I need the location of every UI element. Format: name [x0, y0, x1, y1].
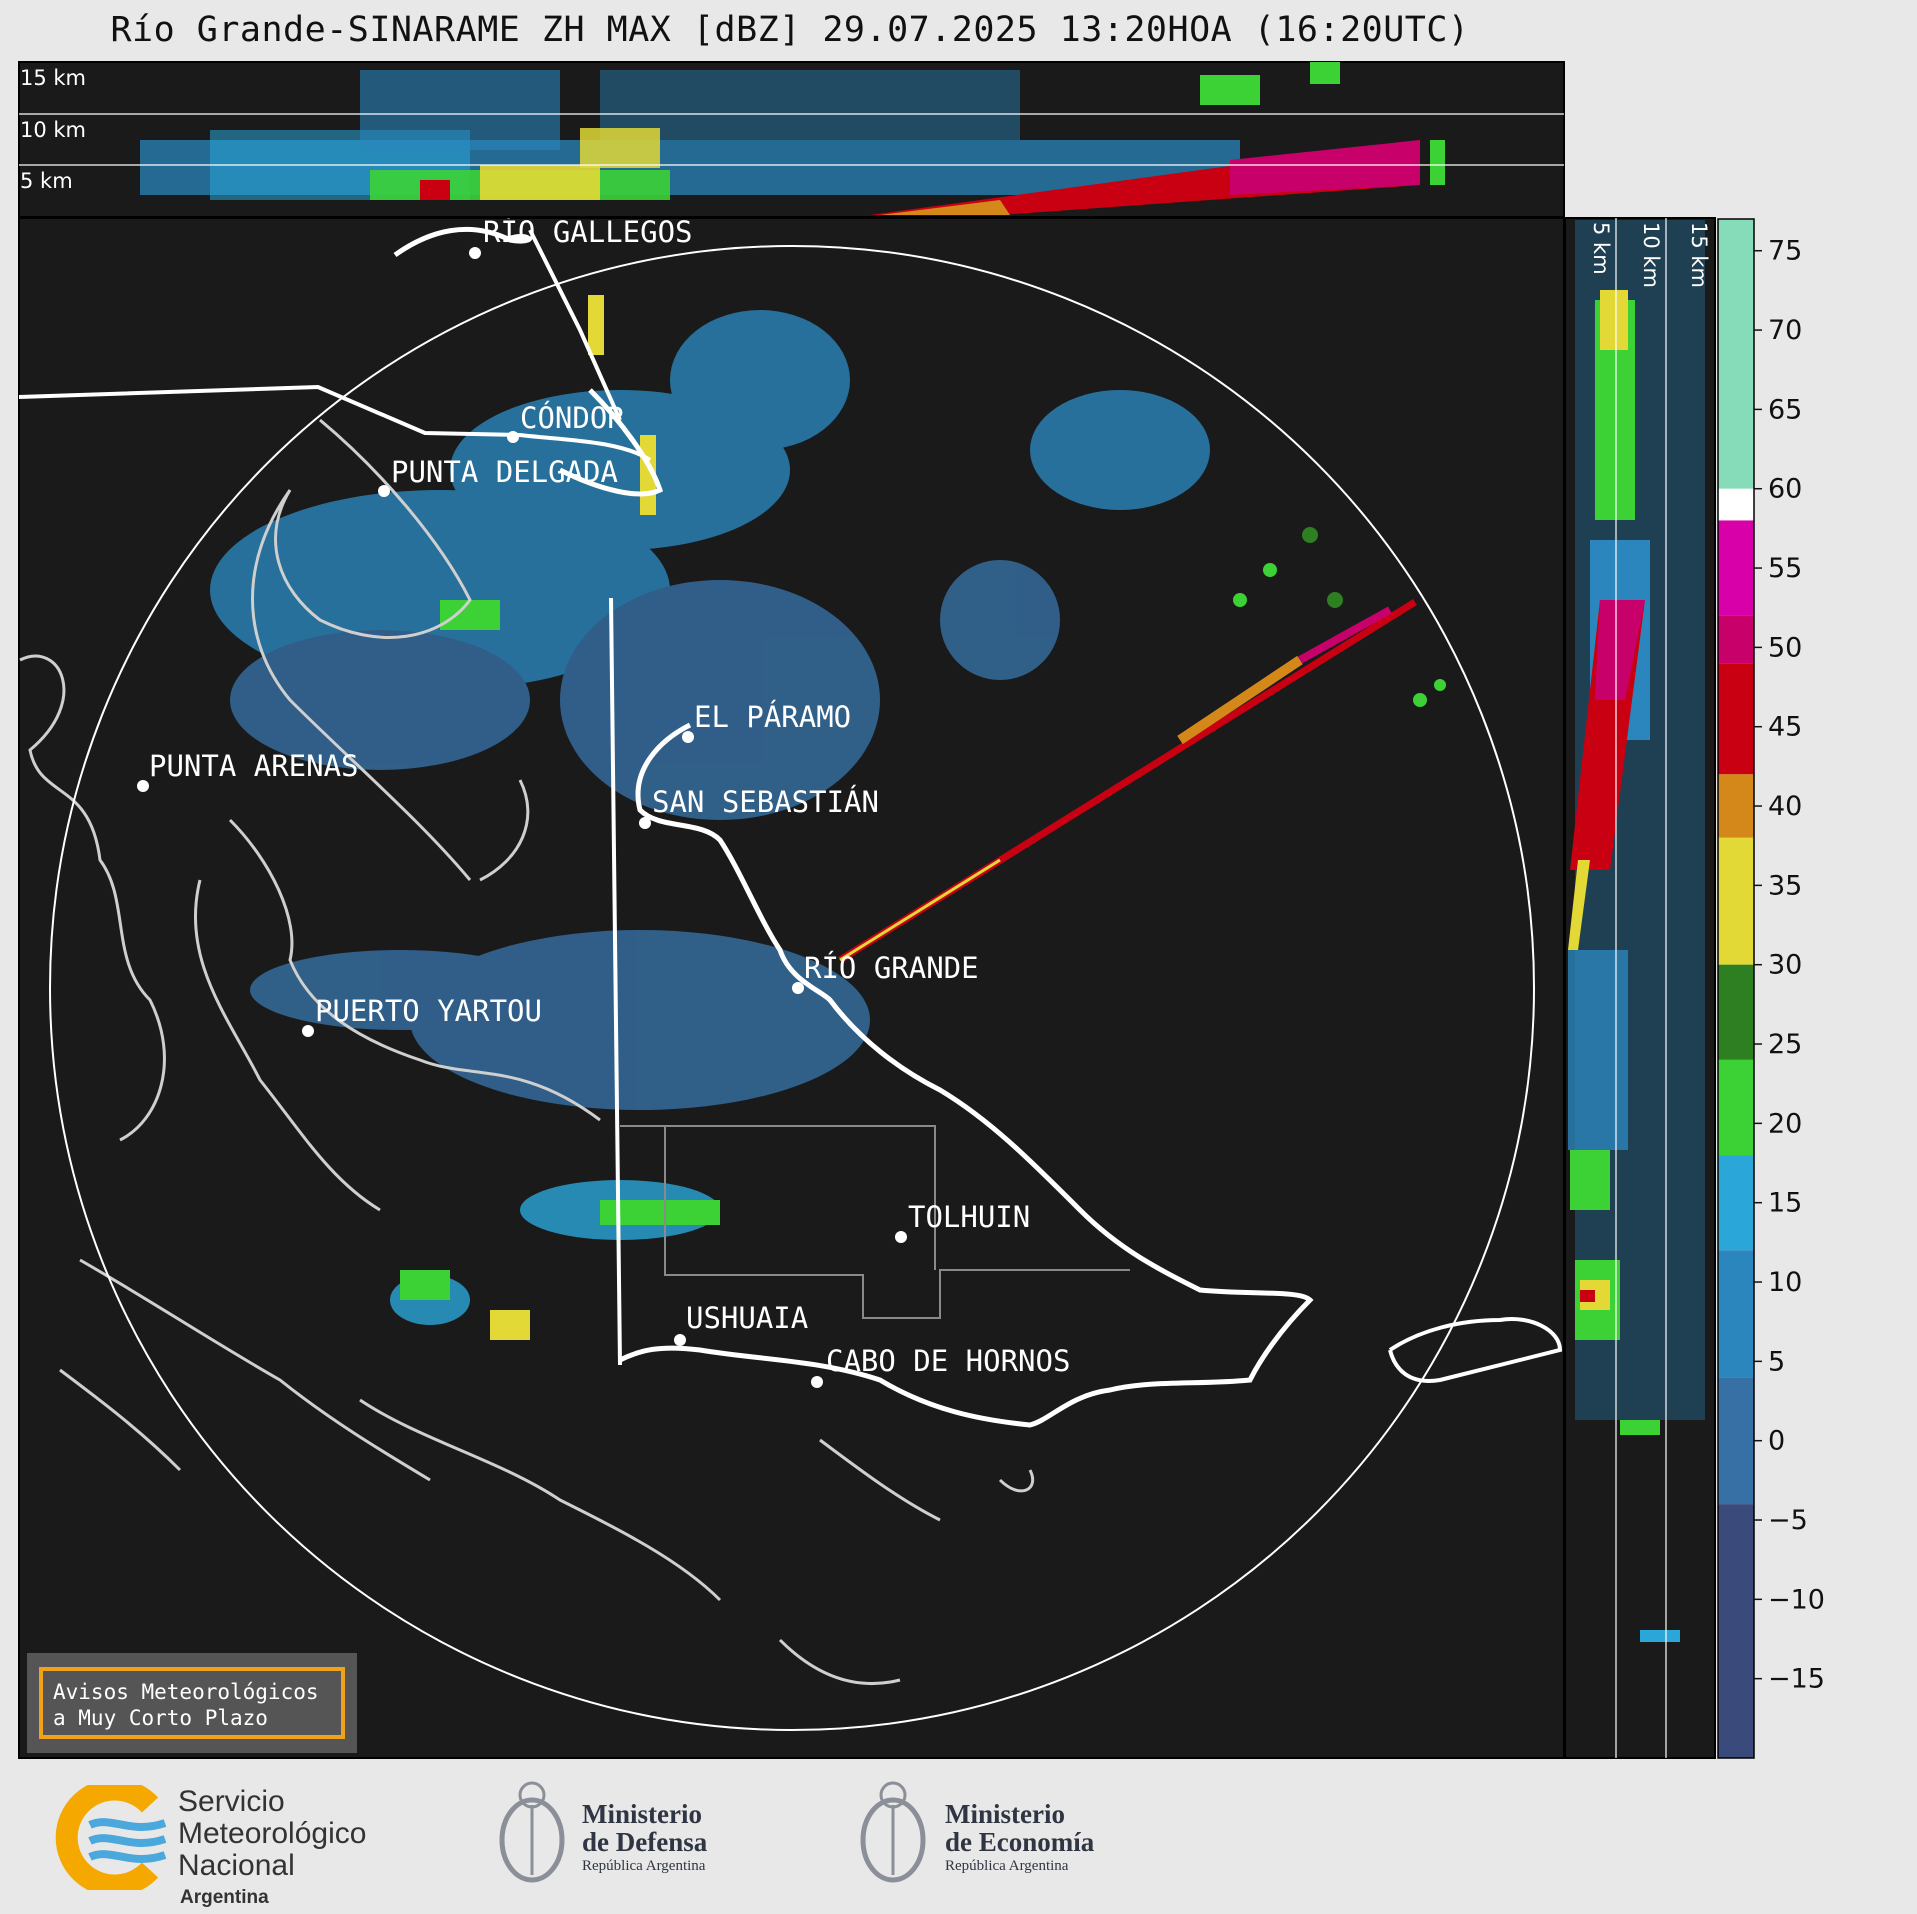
top-height-label-15: 15 km [20, 66, 86, 90]
colorbar-tick-label: 70 [1768, 315, 1802, 346]
colorbar-tick-label: 45 [1768, 712, 1802, 743]
colorbar-band-6 [1718, 837, 1754, 965]
economia-name: Ministerio de Economía República Argenti… [945, 1799, 1095, 1874]
place-label-rio-gallegos: RÍO GALLEGOS [483, 215, 693, 249]
colorbar-tick-label: 75 [1768, 236, 1802, 267]
place-label-punta-delgada: PUNTA DELGADA [391, 455, 618, 489]
place-label-tolhuin: TOLHUIN [908, 1200, 1030, 1234]
side-height-label-10: 10 km [1639, 222, 1663, 288]
colorbar-tick-label: 25 [1768, 1029, 1802, 1060]
colorbar-band-4 [1718, 663, 1754, 775]
colorbar-tick-label: 55 [1768, 553, 1802, 584]
side-height-label-15: 15 km [1687, 222, 1711, 288]
defensa-name: Ministerio de Defensa República Argentin… [582, 1799, 708, 1874]
colorbar-tick-label: 10 [1768, 1267, 1802, 1298]
place-label-condor: CÓNDOR [520, 401, 625, 435]
colorbar-tick-label: 5 [1768, 1346, 1785, 1377]
place-label-el-paramo: EL PÁRAMO [694, 700, 851, 734]
colorbar-tick-label: 20 [1768, 1108, 1802, 1139]
province-lines [620, 1125, 1130, 1319]
tierra-del-fuego-coast [393, 226, 1314, 1428]
place-markers [137, 247, 907, 1388]
colorbar-tick-label: −5 [1768, 1505, 1808, 1536]
colorbar-band-11 [1718, 1377, 1754, 1505]
colorbar-band-3 [1718, 615, 1754, 664]
notice-line-1: Avisos Meteorológicos [53, 1680, 319, 1704]
reflectivity-echoes [210, 310, 1210, 1325]
colorbar-band-9 [1718, 1155, 1754, 1251]
colorbar-band-8 [1718, 1059, 1754, 1156]
top-cross-section-panel: 15 km 10 km 5 km [18, 61, 1565, 218]
colorbar-tick-label: 0 [1768, 1426, 1785, 1457]
colorbar-tick-label: 15 [1768, 1188, 1802, 1219]
place-label-cabo-de-hornos: CABO DE HORNOS [826, 1344, 1070, 1378]
colorbar-band-0 [1718, 219, 1754, 489]
colorbar-tick-label: 30 [1768, 950, 1802, 981]
colorbar-band-5 [1718, 774, 1754, 838]
side-cross-section-panel: 5 km 10 km 15 km [1564, 217, 1716, 1759]
colorbar-band-12 [1718, 1504, 1754, 1758]
colorbar-tick-label: 40 [1768, 791, 1802, 822]
colorbar-tick-label: −10 [1768, 1584, 1825, 1615]
colorbar-tick-label: −15 [1768, 1664, 1825, 1695]
place-label-rio-grande: RÍO GRANDE [804, 951, 979, 985]
colorbar-band-2 [1718, 520, 1754, 616]
top-height-label-10: 10 km [20, 118, 86, 142]
colorbar-band-10 [1718, 1250, 1754, 1378]
isla-de-los-estados [1388, 1317, 1563, 1383]
colorbar-tick-label: 60 [1768, 474, 1802, 505]
range-ring [49, 245, 1535, 1731]
side-height-label-5: 5 km [1589, 222, 1613, 275]
colorbar-band-1 [1718, 488, 1754, 521]
top-height-label-5: 5 km [20, 169, 73, 193]
notice-box[interactable]: Avisos Meteorológicos a Muy Corto Plazo [27, 1653, 357, 1753]
place-label-san-sebastian: SAN SEBASTIÁN [652, 785, 879, 819]
colorbar-tick-label: 50 [1768, 632, 1802, 663]
smn-name: Servicio Meteorológico Nacional Argentin… [178, 1785, 367, 1909]
notice-line-2: a Muy Corto Plazo [53, 1706, 268, 1730]
colorbar-tick-label: 65 [1768, 394, 1802, 425]
colorbar-band-7 [1718, 964, 1754, 1060]
map-title: Río Grande-SINARAME ZH MAX [dBZ] 29.07.2… [110, 10, 1470, 50]
escudo-defensa-icon [499, 1781, 565, 1883]
colorbar-tick-label: 35 [1768, 870, 1802, 901]
smn-logo-icon [55, 1785, 167, 1890]
borders [19, 229, 652, 1366]
place-label-puerto-yartou: PUERTO YARTOU [315, 994, 542, 1028]
escudo-economia-icon [860, 1781, 926, 1883]
place-label-punta-arenas: PUNTA ARENAS [149, 749, 359, 783]
place-label-ushuaia: USHUAIA [686, 1301, 808, 1335]
coastlines [19, 418, 1035, 1686]
main-map-panel: RÍO GALLEGOS CÓNDOR PUNTA DELGADA EL PÁR… [18, 215, 1565, 1759]
